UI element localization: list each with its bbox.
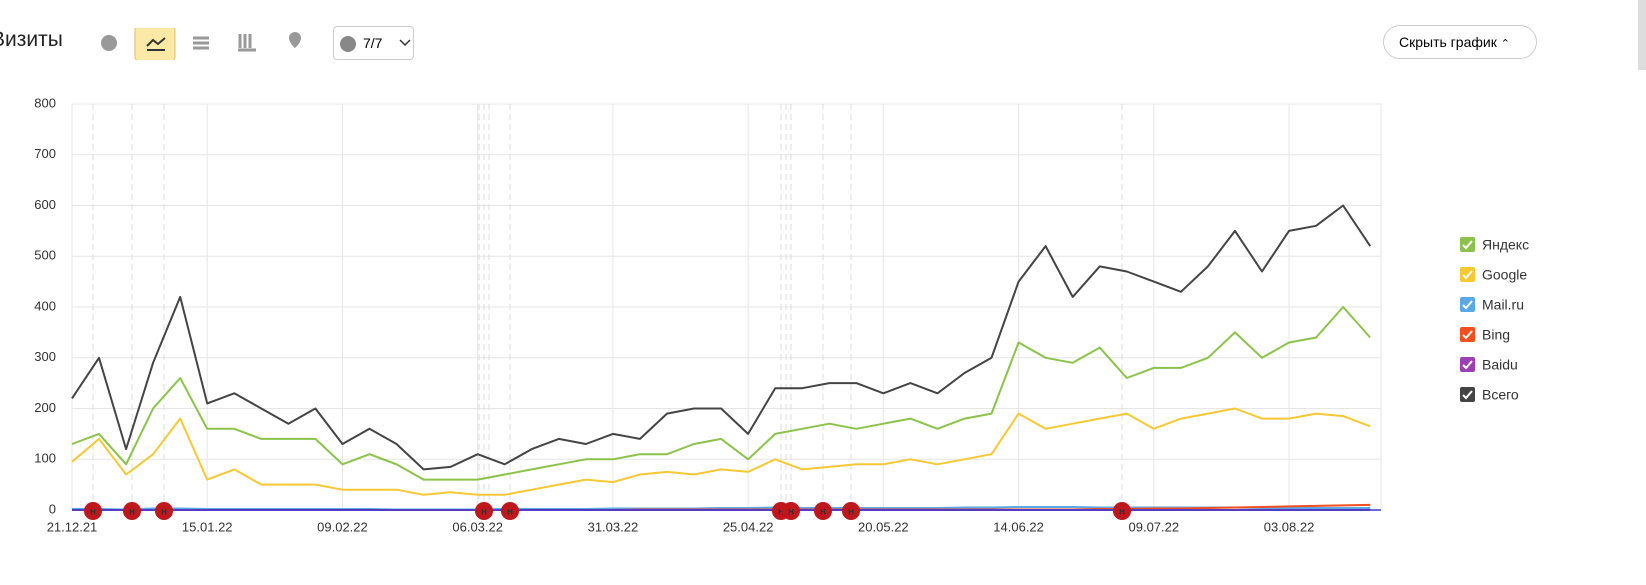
legend-check — [1462, 330, 1473, 340]
x-tick-label: 09.02.22 — [317, 519, 368, 534]
annotation-icon: н — [848, 507, 854, 518]
y-tick-label: 200 — [34, 400, 56, 415]
annotation-icon: н — [161, 507, 167, 518]
annotation-icon: н — [778, 507, 784, 518]
x-tick-label: 14.06.22 — [993, 519, 1044, 534]
legend-item[interactable]: Baidu — [1460, 357, 1518, 373]
filter-icon — [340, 36, 411, 52]
y-tick-label: 100 — [34, 451, 56, 466]
legend-item[interactable]: Bing — [1460, 327, 1510, 343]
line-icon-active[interactable] — [134, 28, 176, 60]
annotation-icon: н — [820, 507, 826, 518]
legend-label: Baidu — [1482, 357, 1518, 373]
annotation-icon: н — [507, 507, 513, 518]
legend-checkbox — [1460, 267, 1475, 282]
annotation-marker — [123, 502, 141, 520]
y-tick-label: 800 — [34, 95, 56, 110]
annotation-icon: н — [129, 507, 135, 518]
legend-label: Mail.ru — [1482, 297, 1524, 313]
page-title: Визиты — [0, 28, 63, 51]
y-tick-label: 700 — [34, 146, 56, 161]
map-icon[interactable] — [289, 32, 301, 48]
annotation-marker — [475, 502, 493, 520]
x-tick-label: 09.07.22 — [1129, 519, 1180, 534]
x-tick-label: 20.05.22 — [858, 519, 909, 534]
bar-icon[interactable] — [238, 34, 256, 52]
legend-checkbox — [1460, 237, 1475, 252]
annotation-icon: н — [1119, 507, 1125, 518]
x-tick-label: 31.03.22 — [588, 519, 639, 534]
y-tick-label: 400 — [34, 298, 56, 313]
legend-check — [1462, 390, 1473, 400]
annotation-marker — [501, 502, 519, 520]
y-tick-label: 500 — [34, 248, 56, 263]
y-tick-label: 0 — [49, 501, 56, 516]
legend-item[interactable]: Всего — [1460, 387, 1519, 403]
annotation-marker — [782, 502, 800, 520]
legend-check — [1462, 360, 1473, 370]
x-tick-label: 21.12.21 — [47, 519, 98, 534]
legend-checkbox — [1460, 357, 1475, 372]
pie-icon[interactable] — [101, 35, 117, 51]
x-tick-label: 15.01.22 — [182, 519, 233, 534]
hide-label: Скрыть график — [1399, 34, 1497, 50]
x-tick-label: 06.03.22 — [452, 519, 503, 534]
annotation-marker — [842, 502, 860, 520]
area-icon[interactable] — [193, 36, 209, 50]
annotation-marker — [155, 502, 173, 520]
legend-label: Google — [1482, 267, 1527, 283]
legend-checkbox — [1460, 297, 1475, 312]
annotation-marker — [1113, 502, 1131, 520]
legend-item[interactable]: Mail.ru — [1460, 297, 1524, 313]
legend-label: Всего — [1482, 387, 1519, 403]
annotations-filter[interactable]: 7/7 — [333, 26, 414, 60]
view-icons — [101, 28, 301, 60]
series-line — [71, 407, 1371, 496]
legend-check — [1462, 270, 1473, 280]
series-line — [71, 306, 1371, 481]
legend-check — [1462, 240, 1473, 250]
scrollbar — [1638, 0, 1646, 70]
annotation-marker — [84, 502, 102, 520]
hide-chart-button[interactable]: Скрыть график ⌃ — [1383, 25, 1537, 59]
series-line — [71, 204, 1372, 471]
x-tick-label: 25.04.22 — [723, 519, 774, 534]
y-tick-label: 600 — [34, 197, 56, 212]
annotation-icon: н — [481, 507, 487, 518]
legend-item[interactable]: Яндекс — [1460, 237, 1529, 253]
legend-label: Яндекс — [1482, 237, 1529, 253]
legend-checkbox — [1460, 387, 1475, 402]
filter-label: 7/7 — [363, 35, 383, 51]
annotation-marker — [814, 502, 832, 520]
x-tick-label: 03.08.22 — [1264, 519, 1315, 534]
legend-item[interactable]: Google — [1460, 267, 1527, 283]
legend-check — [1462, 300, 1473, 310]
y-tick-label: 300 — [34, 349, 56, 364]
annotation-icon: н — [788, 507, 794, 518]
legend-label: Bing — [1482, 327, 1510, 343]
annotation-icon: н — [90, 507, 96, 518]
legend-checkbox — [1460, 327, 1475, 342]
